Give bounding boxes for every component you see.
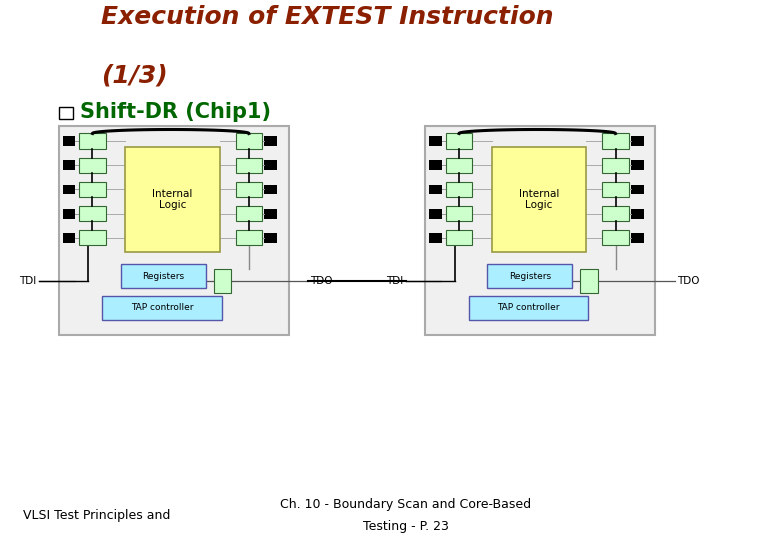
Text: Registers: Registers (142, 272, 184, 281)
Bar (62, 136, 76, 146)
Bar (58, 107, 73, 119)
Bar (429, 209, 442, 219)
Bar (631, 233, 644, 243)
Bar (126, 147, 220, 252)
Bar (631, 136, 644, 146)
Bar (121, 264, 206, 288)
Bar (469, 295, 588, 320)
Bar (446, 231, 472, 246)
Bar (62, 160, 76, 170)
Bar (602, 133, 629, 148)
Bar (264, 185, 277, 194)
Bar (236, 206, 262, 221)
Bar (264, 136, 277, 146)
Bar (236, 133, 262, 148)
Text: Registers: Registers (509, 272, 551, 281)
Text: Internal
Logic: Internal Logic (152, 188, 193, 210)
Bar (492, 147, 587, 252)
Bar (264, 233, 277, 243)
Text: TDI: TDI (20, 276, 37, 286)
Text: VLSI Test Principles and: VLSI Test Principles and (23, 509, 171, 522)
Bar (446, 158, 472, 173)
Bar (80, 231, 105, 246)
Bar (62, 233, 76, 243)
Bar (602, 206, 629, 221)
Text: TAP controller: TAP controller (131, 303, 193, 312)
Bar (236, 182, 262, 197)
Bar (446, 182, 472, 197)
Text: (1/3): (1/3) (101, 63, 168, 87)
Bar (429, 185, 442, 194)
Text: TAP controller: TAP controller (498, 303, 560, 312)
Text: TDO: TDO (677, 276, 700, 286)
Bar (102, 295, 222, 320)
Bar (602, 182, 629, 197)
Bar (631, 209, 644, 219)
Text: TDI: TDI (386, 276, 403, 286)
Bar (631, 160, 644, 170)
Text: Execution of EXTEST Instruction: Execution of EXTEST Instruction (101, 5, 554, 29)
Bar (62, 185, 76, 194)
Bar (580, 269, 597, 293)
Bar (236, 231, 262, 246)
Bar (80, 182, 105, 197)
Bar (236, 158, 262, 173)
Bar (58, 126, 289, 335)
Text: Ch. 10 - Boundary Scan and Core-Based: Ch. 10 - Boundary Scan and Core-Based (280, 498, 531, 511)
Bar (631, 185, 644, 194)
Bar (446, 133, 472, 148)
Bar (80, 206, 105, 221)
Bar (264, 160, 277, 170)
Bar (80, 158, 105, 173)
Text: TDO: TDO (310, 276, 333, 286)
Bar (602, 158, 629, 173)
Bar (425, 126, 655, 335)
Text: Testing - P. 23: Testing - P. 23 (363, 520, 448, 533)
Bar (429, 233, 442, 243)
Bar (488, 264, 573, 288)
Bar (264, 209, 277, 219)
Text: Internal
Logic: Internal Logic (519, 188, 559, 210)
Bar (214, 269, 231, 293)
Bar (446, 206, 472, 221)
Bar (429, 160, 442, 170)
Bar (80, 133, 105, 148)
Bar (602, 231, 629, 246)
Text: Shift-DR (Chip1): Shift-DR (Chip1) (80, 102, 271, 122)
Bar (62, 209, 76, 219)
Bar (429, 136, 442, 146)
